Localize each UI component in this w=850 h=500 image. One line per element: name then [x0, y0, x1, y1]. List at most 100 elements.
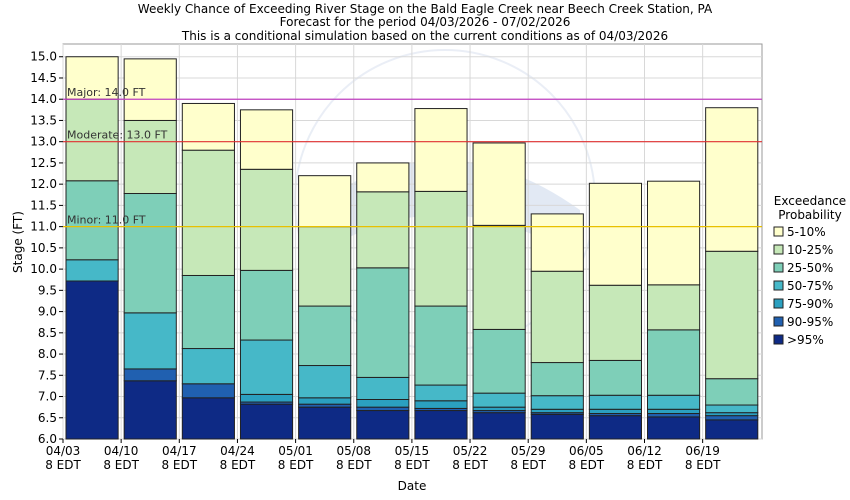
y-tick-label: 8.5 — [38, 326, 57, 340]
bar-segment — [65, 280, 119, 440]
legend-title-line-1: Exceedance — [774, 194, 846, 208]
bar-segment — [356, 399, 410, 408]
y-tick-label: 14.5 — [30, 71, 57, 85]
bars-group — [65, 56, 759, 440]
flood-level-label: Minor: 11.0 FT — [67, 214, 146, 227]
bar-segment — [414, 305, 468, 386]
bar-segment — [647, 180, 701, 286]
bar-segment — [588, 415, 642, 440]
legend-swatch — [773, 280, 784, 291]
legend-swatch — [773, 244, 784, 255]
legend-label: 90-95% — [787, 315, 833, 329]
bar-segment — [705, 415, 759, 421]
x-tick-label-date: 05/22 — [453, 444, 488, 458]
bar-segment — [181, 383, 235, 399]
legend-swatch — [773, 226, 784, 237]
bar-segment — [414, 190, 468, 307]
bar-segment — [472, 392, 526, 408]
y-tick-label: 10.5 — [30, 241, 57, 255]
bar-segment — [414, 400, 468, 409]
bar-segment — [647, 394, 701, 410]
y-tick-label: 14.0 — [30, 92, 57, 106]
flood-level-lines: Major: 14.0 FT Moderate: 13.0 FT Minor: 11… — [63, 86, 762, 228]
y-tick-label: 11.0 — [30, 220, 57, 234]
bar-segment — [647, 408, 701, 415]
bar-segment — [298, 226, 352, 307]
y-tick-label: 15.0 — [30, 50, 57, 64]
x-tick-label-date: 05/15 — [395, 444, 430, 458]
y-tick-label: 10.0 — [30, 262, 57, 276]
legend-swatch — [773, 316, 784, 327]
bar-segment — [530, 362, 584, 397]
x-tick-label-date: 05/01 — [278, 444, 313, 458]
bar-segment — [414, 384, 468, 402]
title-line-1: Weekly Chance of Exceeding River Stage o… — [138, 2, 713, 16]
flood-level-label: Major: 14.0 FT — [67, 86, 146, 99]
bar-segment — [588, 408, 642, 415]
bar-segment — [588, 284, 642, 361]
chart-title: Weekly Chance of Exceeding River Stage o… — [138, 2, 713, 43]
bar-segment — [298, 397, 352, 405]
x-tick-label-time: 8 EDT — [278, 458, 314, 472]
y-axis-label: Stage (FT) — [11, 211, 25, 273]
y-tick-label: 12.0 — [30, 177, 57, 191]
bar-segment — [65, 98, 119, 182]
x-tick-label-date: 04/17 — [162, 444, 197, 458]
y-tick-label: 6.5 — [38, 411, 57, 425]
legend-label: 75-90% — [787, 297, 833, 311]
x-tick-label-time: 8 EDT — [336, 458, 372, 472]
bar-segment — [181, 149, 235, 276]
legend-swatch — [773, 334, 784, 345]
legend-swatch — [773, 262, 784, 273]
x-tick-label-date: 05/08 — [336, 444, 371, 458]
y-tick-label: 7.5 — [38, 368, 57, 382]
bar-segment — [705, 404, 759, 414]
bar-segment — [647, 329, 701, 396]
bar-segment — [239, 403, 294, 440]
y-tick-label: 13.5 — [30, 113, 57, 127]
x-tick-label-time: 8 EDT — [627, 458, 663, 472]
bar-segment — [298, 175, 352, 228]
y-tick-label: 7.0 — [38, 390, 57, 404]
bar-segment — [123, 380, 177, 440]
legend-label: 50-75% — [787, 279, 833, 293]
bar-segment — [588, 394, 642, 410]
bar-segment — [356, 191, 410, 269]
bar-segment — [239, 393, 294, 403]
x-tick-label-time: 8 EDT — [103, 458, 139, 472]
bar-segment — [530, 413, 584, 440]
bar-segment — [239, 339, 294, 395]
bar-segment — [705, 250, 759, 380]
legend-label: 25-50% — [787, 261, 833, 275]
bar-segment — [356, 267, 410, 378]
x-tick-label-time: 8 EDT — [45, 458, 81, 472]
bar-segment — [647, 284, 701, 331]
bar-segment — [530, 408, 584, 414]
bar-segment — [472, 406, 526, 412]
bar-segment — [356, 410, 410, 440]
legend-label: 10-25% — [787, 243, 833, 257]
bar-segment — [530, 270, 584, 364]
x-tick-label-time: 8 EDT — [685, 458, 721, 472]
bar-segment — [239, 269, 294, 341]
title-line-2: Forecast for the period 04/03/2026 - 07/… — [280, 15, 571, 29]
bar-segment — [472, 412, 526, 440]
bar-segment — [65, 259, 119, 282]
bar-segment — [239, 109, 294, 170]
bar-segment — [181, 102, 235, 151]
bar-segment — [65, 56, 119, 100]
legend-title-line-2: Probability — [778, 208, 841, 222]
x-axis-label: Date — [398, 479, 427, 493]
bar-segment — [123, 119, 177, 195]
legend: Exceedance Probability 5-10% 10-25% 25-50%… — [773, 194, 846, 347]
bar-segment — [298, 365, 352, 399]
legend-swatch — [773, 298, 784, 309]
bar-segment — [181, 348, 235, 385]
x-tick-label-date: 06/19 — [685, 444, 720, 458]
bar-segment — [647, 413, 701, 418]
x-tick-label-date: 06/05 — [569, 444, 604, 458]
bar-segment — [356, 162, 410, 193]
bar-segment — [647, 416, 701, 440]
x-tick-label-date: 04/10 — [104, 444, 139, 458]
bar-segment — [414, 108, 468, 192]
